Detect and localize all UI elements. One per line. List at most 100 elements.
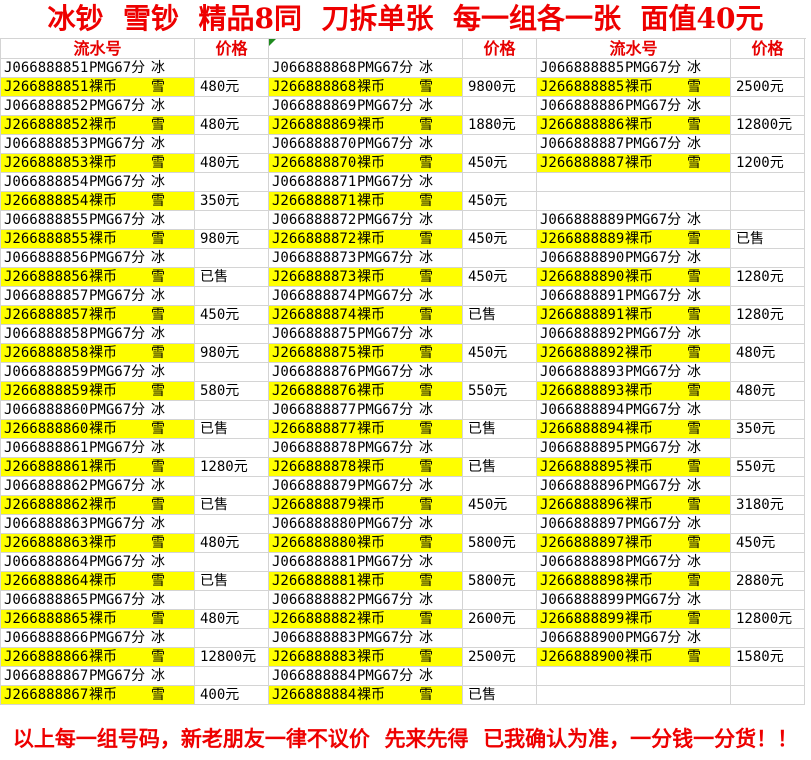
serial-cell[interactable]: J066888864 PMG67分冰 (1, 553, 195, 572)
serial-cell[interactable] (537, 667, 731, 686)
serial-cell[interactable]: J066888885 PMG67分冰 (537, 59, 731, 78)
serial-cell[interactable]: J266888882 裸币 雪 (269, 610, 463, 629)
serial-cell[interactable]: J266888860 裸币 雪 (1, 420, 195, 439)
price-cell[interactable] (195, 97, 269, 116)
price-cell[interactable] (731, 249, 805, 268)
serial-cell[interactable]: J266888880 裸币 雪 (269, 534, 463, 553)
serial-cell[interactable]: J266888877 裸币 雪 (269, 420, 463, 439)
serial-cell[interactable]: J066888898 PMG67分冰 (537, 553, 731, 572)
serial-cell[interactable]: J066888881 PMG67分冰 (269, 553, 463, 572)
price-cell[interactable]: 350元 (195, 192, 269, 211)
serial-cell[interactable]: J066888856 PMG67分冰 (1, 249, 195, 268)
serial-cell[interactable]: J266888870 裸币 雪 (269, 154, 463, 173)
serial-cell[interactable]: J266888891 裸币 雪 (537, 306, 731, 325)
serial-cell[interactable]: J066888859 PMG67分冰 (1, 363, 195, 382)
price-cell[interactable] (463, 515, 537, 534)
price-cell[interactable] (195, 667, 269, 686)
price-cell[interactable]: 450元 (463, 496, 537, 515)
price-cell[interactable] (195, 401, 269, 420)
serial-cell[interactable]: J066888862 PMG67分冰 (1, 477, 195, 496)
serial-cell[interactable]: J266888875 裸币 雪 (269, 344, 463, 363)
price-cell[interactable]: 1280元 (731, 268, 805, 287)
price-cell[interactable] (463, 249, 537, 268)
serial-cell[interactable]: J066888891 PMG67分冰 (537, 287, 731, 306)
price-cell[interactable] (731, 211, 805, 230)
serial-cell[interactable]: J266888896 裸币 雪 (537, 496, 731, 515)
serial-cell[interactable]: J266888865 裸币 雪 (1, 610, 195, 629)
serial-cell[interactable]: J066888861 PMG67分冰 (1, 439, 195, 458)
serial-cell[interactable]: J066888851 PMG67分冰 (1, 59, 195, 78)
price-cell[interactable] (195, 135, 269, 154)
serial-cell[interactable]: J066888886 PMG67分冰 (537, 97, 731, 116)
serial-cell[interactable]: J066888876 PMG67分冰 (269, 363, 463, 382)
serial-cell[interactable]: J266888863 裸币 雪 (1, 534, 195, 553)
serial-cell[interactable]: J066888853 PMG67分冰 (1, 135, 195, 154)
price-cell[interactable] (731, 325, 805, 344)
column-header-serial[interactable]: 流水号 (1, 39, 195, 59)
price-cell[interactable] (463, 629, 537, 648)
serial-cell[interactable]: J266888866 裸币 雪 (1, 648, 195, 667)
price-cell[interactable]: 480元 (195, 116, 269, 135)
serial-cell[interactable]: J066888883 PMG67分冰 (269, 629, 463, 648)
serial-cell[interactable]: J266888889 裸币 雪 (537, 230, 731, 249)
serial-cell[interactable]: J266888856 裸币 雪 (1, 268, 195, 287)
price-cell[interactable]: 已售 (463, 420, 537, 439)
price-cell[interactable] (195, 325, 269, 344)
price-cell[interactable]: 2500元 (731, 78, 805, 97)
serial-cell[interactable]: J266888898 裸币 雪 (537, 572, 731, 591)
serial-cell[interactable]: J266888899 裸币 雪 (537, 610, 731, 629)
price-cell[interactable]: 980元 (195, 230, 269, 249)
price-cell[interactable]: 1280元 (195, 458, 269, 477)
serial-cell[interactable]: J266888892 裸币 雪 (537, 344, 731, 363)
price-cell[interactable]: 2500元 (463, 648, 537, 667)
price-cell[interactable] (463, 363, 537, 382)
serial-cell[interactable]: J066888863 PMG67分冰 (1, 515, 195, 534)
serial-cell[interactable]: J066888854 PMG67分冰 (1, 173, 195, 192)
price-cell[interactable] (463, 173, 537, 192)
serial-cell[interactable]: J066888892 PMG67分冰 (537, 325, 731, 344)
price-cell[interactable] (195, 515, 269, 534)
price-cell[interactable]: 已售 (195, 572, 269, 591)
price-cell[interactable] (195, 211, 269, 230)
price-cell[interactable] (731, 287, 805, 306)
serial-cell[interactable]: J266888876 裸币 雪 (269, 382, 463, 401)
price-cell[interactable] (463, 667, 537, 686)
price-cell[interactable]: 450元 (195, 306, 269, 325)
serial-cell[interactable]: J266888879 裸币 雪 (269, 496, 463, 515)
serial-cell[interactable]: J066888884 PMG67分冰 (269, 667, 463, 686)
serial-cell[interactable]: J266888852 裸币 雪 (1, 116, 195, 135)
serial-cell[interactable]: J066888858 PMG67分冰 (1, 325, 195, 344)
price-cell[interactable] (195, 553, 269, 572)
serial-cell[interactable]: J066888887 PMG67分冰 (537, 135, 731, 154)
serial-cell[interactable]: J266888890 裸币 雪 (537, 268, 731, 287)
serial-cell[interactable]: J266888857 裸币 雪 (1, 306, 195, 325)
price-cell[interactable] (731, 515, 805, 534)
price-cell[interactable]: 450元 (463, 230, 537, 249)
serial-cell[interactable]: J066888879 PMG67分冰 (269, 477, 463, 496)
serial-cell[interactable]: J066888882 PMG67分冰 (269, 591, 463, 610)
serial-cell[interactable]: J066888865 PMG67分冰 (1, 591, 195, 610)
serial-cell[interactable]: J066888855 PMG67分冰 (1, 211, 195, 230)
serial-cell[interactable]: J266888854 裸币 雪 (1, 192, 195, 211)
price-cell[interactable]: 480元 (195, 78, 269, 97)
price-cell[interactable]: 450元 (731, 534, 805, 553)
serial-cell[interactable]: J066888872 PMG67分冰 (269, 211, 463, 230)
price-cell[interactable] (731, 97, 805, 116)
price-cell[interactable] (731, 629, 805, 648)
serial-cell[interactable]: J266888859 裸币 雪 (1, 382, 195, 401)
serial-cell[interactable]: J266888861 裸币 雪 (1, 458, 195, 477)
price-cell[interactable]: 1580元 (731, 648, 805, 667)
price-cell[interactable]: 1280元 (731, 306, 805, 325)
price-cell[interactable]: 已售 (195, 496, 269, 515)
price-cell[interactable] (463, 97, 537, 116)
serial-cell[interactable]: J266888862 裸币 雪 (1, 496, 195, 515)
price-cell[interactable]: 12800元 (195, 648, 269, 667)
price-cell[interactable]: 450元 (463, 268, 537, 287)
price-cell[interactable] (731, 439, 805, 458)
price-cell[interactable] (195, 249, 269, 268)
price-cell[interactable] (463, 401, 537, 420)
serial-cell[interactable]: J066888869 PMG67分冰 (269, 97, 463, 116)
serial-cell[interactable]: J066888897 PMG67分冰 (537, 515, 731, 534)
price-cell[interactable]: 350元 (731, 420, 805, 439)
price-cell[interactable]: 480元 (195, 154, 269, 173)
